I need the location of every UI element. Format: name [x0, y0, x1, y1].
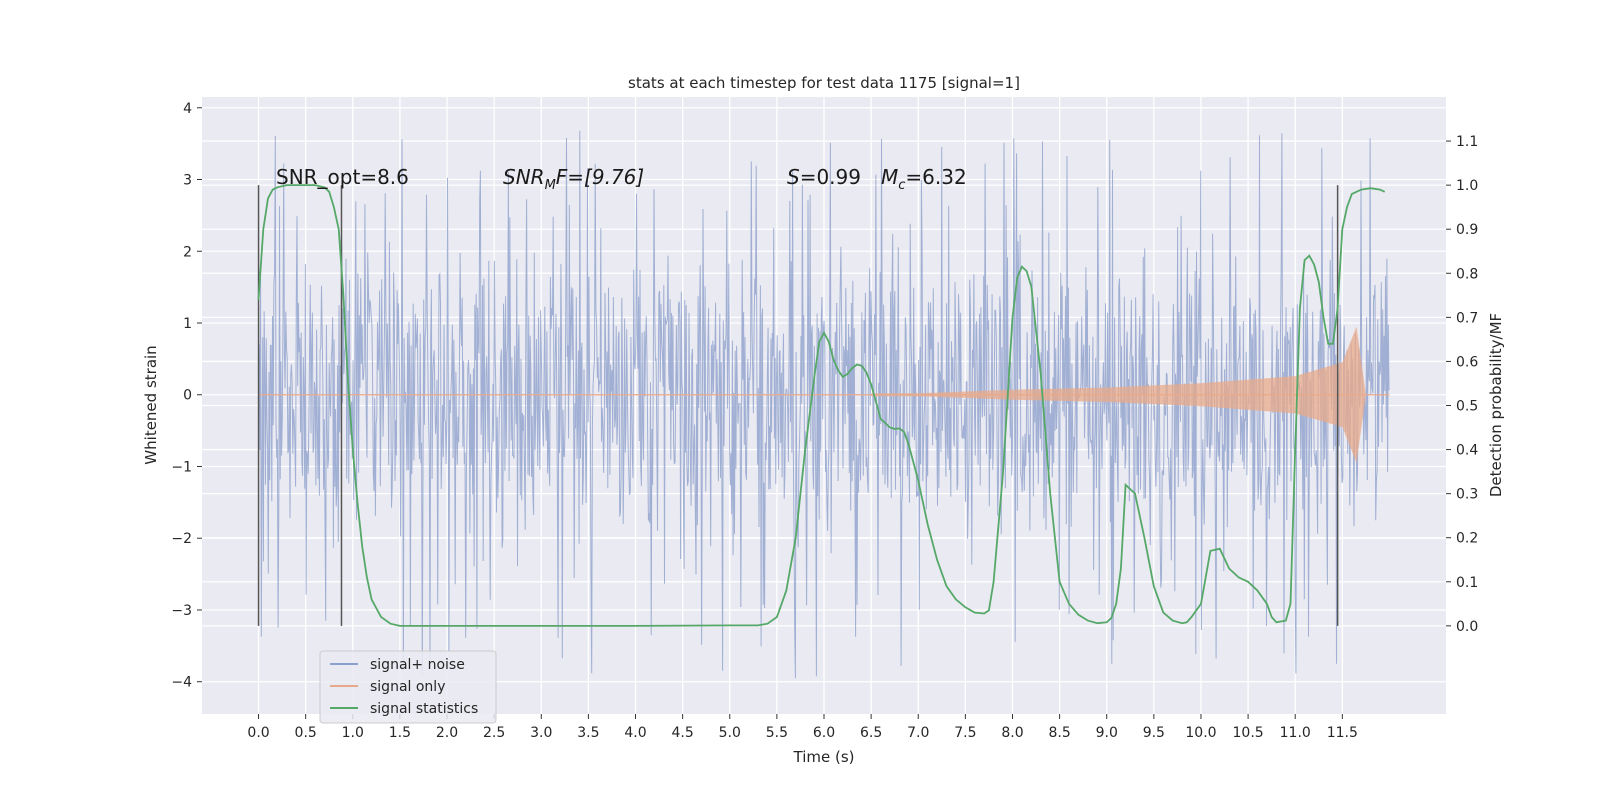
- x-tick-label: 5.0: [719, 725, 741, 741]
- x-axis-label: Time (s): [793, 748, 855, 766]
- y-tick-left-label: 2: [183, 244, 192, 260]
- x-tick-label: 11.5: [1327, 725, 1358, 741]
- y-tick-left-label: 1: [183, 316, 192, 332]
- y-tick-right-label: 1.1: [1456, 134, 1478, 150]
- y-tick-right-label: 0.7: [1456, 310, 1478, 326]
- y-tick-left-label: −3: [171, 603, 192, 619]
- legend-label-signal-only: signal only: [370, 679, 445, 695]
- y-tick-left-label: −4: [171, 675, 192, 691]
- y-tick-right-label: 0.9: [1456, 222, 1478, 238]
- x-tick-label: 6.0: [813, 725, 835, 741]
- x-tick-label: 8.0: [1001, 725, 1023, 741]
- series-signal-statistics-line: [257, 184, 1386, 627]
- x-tick-label: 10.0: [1185, 725, 1216, 741]
- annotation-mc-symbol: M: [881, 165, 898, 189]
- y-ticks-left: 4 3 2 1 0 −1 −2 −3 −4: [171, 101, 202, 691]
- y-tick-right-label: 0.1: [1456, 575, 1478, 591]
- x-tick-label: 9.0: [1096, 725, 1118, 741]
- annotation-mc: Mc=6.32: [881, 165, 967, 193]
- x-tick-label: 3.5: [577, 725, 599, 741]
- y-tick-right-label: 0.8: [1456, 266, 1478, 282]
- legend-box: [319, 650, 497, 724]
- annotation-snr-mf: SNRMF=[9.76]: [503, 165, 644, 193]
- legend-label-signal-noise: signal+ noise: [370, 657, 465, 673]
- chart-title: stats at each timestep for test data 117…: [628, 74, 1020, 92]
- y-tick-right-label: 0.3: [1456, 487, 1478, 503]
- annotation-snr-mf-sub: M: [545, 178, 556, 193]
- x-tick-label: 5.5: [766, 725, 788, 741]
- x-tick-label: 1.5: [389, 725, 411, 741]
- x-tick-label: 7.0: [907, 725, 929, 741]
- y-tick-right-label: 0.6: [1456, 354, 1478, 370]
- x-ticks: 0.0 0.5 1.0 1.5 2.0 2.5 3.0 3.5 4.0 4.5 5.0 5.5 6.0 6…: [247, 714, 1358, 741]
- y-axis-left-label: Whitened strain: [142, 345, 160, 464]
- x-tick-label: 4.5: [672, 725, 694, 741]
- x-tick-label: 9.5: [1143, 725, 1165, 741]
- y-ticks-right: 1.1 1.0 0.9 0.8 0.7 0.6 0.5 0.4 0.3 0.2 0.1 0.0: [1446, 134, 1478, 635]
- x-tick-label: 3.0: [530, 725, 552, 741]
- y-axis-right-label: Detection probability/MF: [1487, 313, 1505, 497]
- series-signal-noise-line: [258, 130, 1390, 679]
- annotation-snr-mf-rest: F=[9.76]: [556, 165, 644, 189]
- legend: signal+ noise signal only signal statist…: [319, 650, 497, 724]
- y-tick-right-label: 0.0: [1456, 619, 1478, 635]
- x-tick-label: 7.5: [954, 725, 976, 741]
- y-tick-left-label: 0: [183, 388, 192, 404]
- x-tick-label: 2.0: [436, 725, 458, 741]
- y-tick-left-label: −1: [171, 459, 192, 475]
- y-tick-right-label: 0.2: [1456, 531, 1478, 547]
- y-tick-right-label: 1.0: [1456, 178, 1478, 194]
- annotation-mc-value: =6.32: [905, 165, 966, 189]
- annotation-s-value: =0.99: [800, 165, 861, 189]
- x-tick-label: 1.0: [342, 725, 364, 741]
- x-tick-label: 6.5: [860, 725, 882, 741]
- legend-label-signal-statistics: signal statistics: [370, 701, 478, 717]
- y-tick-left-label: −2: [171, 531, 192, 547]
- x-tick-label: 2.5: [483, 725, 505, 741]
- x-tick-label: 0.0: [247, 725, 269, 741]
- x-tick-label: 10.5: [1233, 725, 1264, 741]
- annotation-snr-mf-base: SNR: [503, 165, 545, 189]
- x-tick-label: 0.5: [295, 725, 317, 741]
- annotation-mc-sub: c: [898, 178, 905, 193]
- annotation-snr-opt: SNR_opt=8.6: [276, 165, 409, 189]
- x-tick-label: 4.0: [624, 725, 646, 741]
- y-tick-right-label: 0.5: [1456, 399, 1478, 415]
- y-tick-left-label: 3: [183, 173, 192, 189]
- x-tick-label: 8.5: [1048, 725, 1070, 741]
- annotation-s-symbol: S: [787, 165, 800, 189]
- y-tick-left-label: 4: [183, 101, 192, 117]
- y-tick-right-label: 0.4: [1456, 443, 1478, 459]
- x-tick-label: 11.0: [1280, 725, 1311, 741]
- annotation-s: S=0.99: [787, 165, 861, 189]
